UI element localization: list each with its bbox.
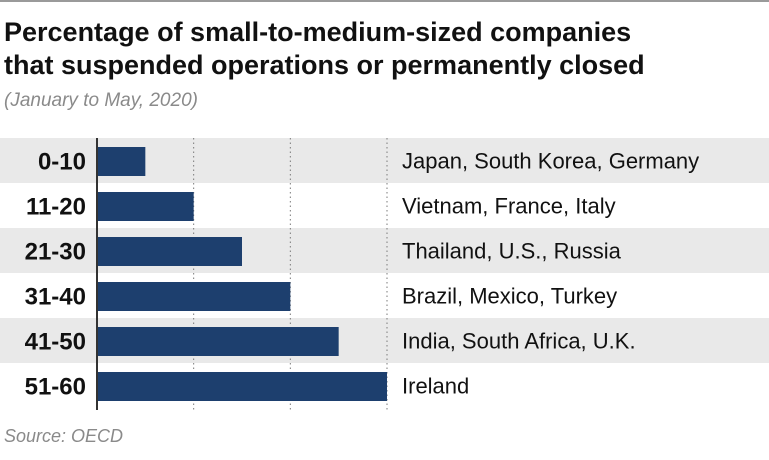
category-label: 51-60 xyxy=(25,374,86,401)
bar xyxy=(97,327,339,356)
bar xyxy=(97,147,146,176)
category-label: 21-30 xyxy=(25,239,86,266)
category-label: 11-20 xyxy=(26,194,86,221)
category-label: 31-40 xyxy=(25,284,86,311)
bar xyxy=(97,192,194,221)
chart-title: Percentage of small-to-medium-sized comp… xyxy=(4,16,764,82)
bar-country-label: India, South Africa, U.K. xyxy=(402,329,636,354)
bar xyxy=(97,237,242,266)
source-note: Source: OECD xyxy=(4,426,124,446)
title-line-1: Percentage of small-to-medium-sized comp… xyxy=(4,17,632,47)
category-label: 0-10 xyxy=(38,149,86,176)
bar-country-label: Japan, South Korea, Germany xyxy=(402,149,699,174)
bar-country-label: Brazil, Mexico, Turkey xyxy=(402,284,617,309)
bar-country-label: Vietnam, France, Italy xyxy=(402,194,616,219)
bar xyxy=(97,372,387,401)
bar xyxy=(97,282,291,311)
title-line-2: that suspended operations or permanently… xyxy=(4,50,645,80)
category-label: 41-50 xyxy=(25,329,86,356)
bar-chart: 0-10 Japan, South Korea, Germany 11-20 Viet… xyxy=(0,138,769,410)
bar-country-label: Ireland xyxy=(402,374,469,399)
chart-subtitle: (January to May, 2020) xyxy=(4,90,198,111)
bar-country-label: Thailand, U.S., Russia xyxy=(402,239,622,264)
top-rule xyxy=(0,0,769,2)
